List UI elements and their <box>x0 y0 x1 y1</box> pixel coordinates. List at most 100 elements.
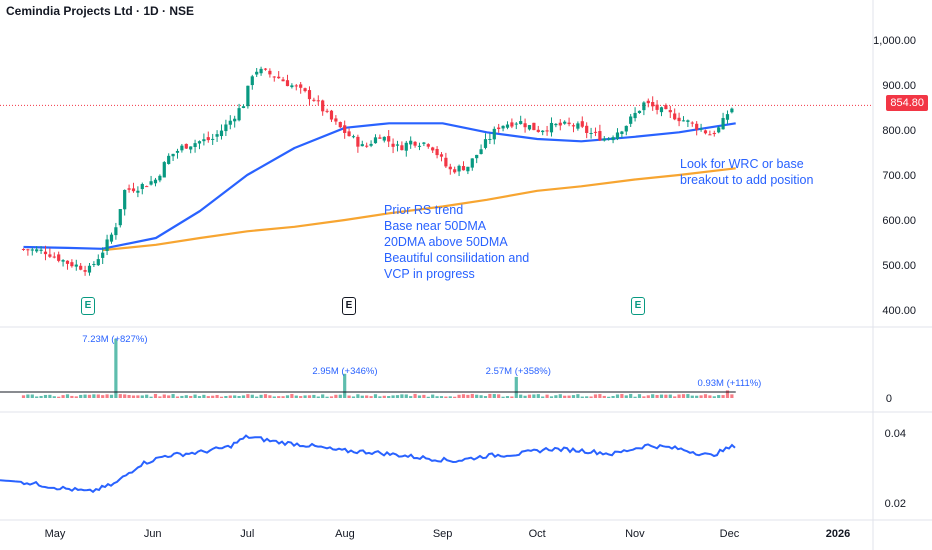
volume-bar <box>241 395 246 398</box>
y-tick-label: 800.00 <box>882 125 916 137</box>
volume-bar <box>175 396 180 398</box>
volume-bar <box>105 394 109 398</box>
volume-bar <box>268 395 272 398</box>
volume-bar <box>299 396 303 398</box>
candle-body <box>26 249 30 251</box>
volume-bar <box>571 395 576 398</box>
candle-body <box>294 85 298 87</box>
candle-body <box>571 125 576 127</box>
candle-body <box>382 136 386 141</box>
candle-body <box>316 100 320 102</box>
volume-bar <box>725 390 730 398</box>
candle-body <box>312 99 316 101</box>
volume-bar <box>589 396 593 398</box>
candle-body <box>686 120 690 122</box>
volume-bar <box>180 395 184 398</box>
candle-body <box>404 142 408 151</box>
candle-body <box>422 142 426 144</box>
candle-body <box>211 138 215 140</box>
candle-body <box>730 108 734 113</box>
candle-body <box>131 188 136 192</box>
volume-bar <box>558 394 562 398</box>
candle-body <box>140 184 144 190</box>
candle-body <box>607 138 611 140</box>
volume-bar <box>501 396 505 398</box>
candle-body <box>329 110 334 120</box>
candle-body <box>567 122 571 125</box>
volume-bar <box>184 395 188 398</box>
candle-body <box>479 149 483 155</box>
candle-body <box>541 130 545 133</box>
volume-bar <box>615 394 620 398</box>
volume-bar <box>527 394 532 398</box>
candle-body <box>347 131 351 137</box>
candle-body <box>74 264 78 267</box>
volume-bar <box>439 396 444 398</box>
candle-body <box>158 175 162 181</box>
candle-body <box>351 136 356 138</box>
volume-bar <box>303 395 307 398</box>
candle-body <box>70 262 74 267</box>
volume-bar <box>263 394 268 398</box>
candle-body <box>642 102 646 111</box>
volume-bar <box>554 395 558 398</box>
volume-bar <box>118 394 122 398</box>
candle-body <box>180 145 184 151</box>
candle-body <box>501 125 505 129</box>
volume-bar <box>488 393 492 398</box>
volume-bar <box>272 396 276 398</box>
volume-bar <box>321 394 325 398</box>
volume-bar <box>228 395 232 398</box>
candle-body <box>325 110 329 112</box>
candle-body <box>145 186 149 188</box>
candle-body <box>695 123 699 130</box>
earnings-icon[interactable]: E <box>631 297 645 315</box>
volume-bar <box>21 395 26 398</box>
candle-body <box>580 121 584 127</box>
volume-bar <box>549 396 554 398</box>
candle-body <box>646 100 650 104</box>
candle-body <box>241 106 246 109</box>
candle-body <box>162 162 166 178</box>
volume-bar <box>171 394 175 398</box>
volume-bar <box>277 396 281 398</box>
candle-body <box>461 166 466 171</box>
candle-body <box>708 134 712 136</box>
candle-body <box>237 108 241 121</box>
volume-bar <box>532 394 536 398</box>
candle-body <box>224 124 228 132</box>
candle-body <box>725 114 730 120</box>
volume-bar <box>246 394 250 398</box>
candle-body <box>664 105 668 110</box>
candle-body <box>585 125 589 134</box>
volume-annotation: 2.95M (+346%) <box>312 366 377 377</box>
chart-title[interactable]: Cemindia Projects Ltd · 1D · NSE <box>6 4 195 18</box>
candle-body <box>712 132 716 135</box>
volume-bar <box>316 396 320 398</box>
volume-bar <box>567 395 571 398</box>
volume-bar <box>387 396 391 398</box>
candle-body <box>321 100 325 112</box>
candle-body <box>101 252 105 258</box>
candle-body <box>624 125 628 132</box>
volume-bar <box>400 394 404 398</box>
candle-body <box>123 189 127 210</box>
candle-body <box>400 145 404 151</box>
candle-body <box>453 169 457 173</box>
volume-bar <box>206 396 210 398</box>
earnings-icon[interactable]: E <box>342 297 356 315</box>
volume-bar <box>70 395 74 398</box>
candle-body <box>52 256 56 258</box>
volume-bar <box>457 394 461 398</box>
x-tick-label: Dec <box>720 528 740 540</box>
volume-bar <box>334 394 338 398</box>
candle-body <box>83 270 87 272</box>
earnings-icon[interactable]: E <box>81 297 95 315</box>
candle-body <box>677 117 681 122</box>
candle-body <box>673 113 677 120</box>
x-tick-label: Aug <box>335 528 355 540</box>
candle-body <box>167 155 171 164</box>
x-tick-label: 2026 <box>826 528 850 540</box>
volume-bar <box>703 394 708 398</box>
volume-annotation: 0.93M (+111%) <box>698 378 762 389</box>
